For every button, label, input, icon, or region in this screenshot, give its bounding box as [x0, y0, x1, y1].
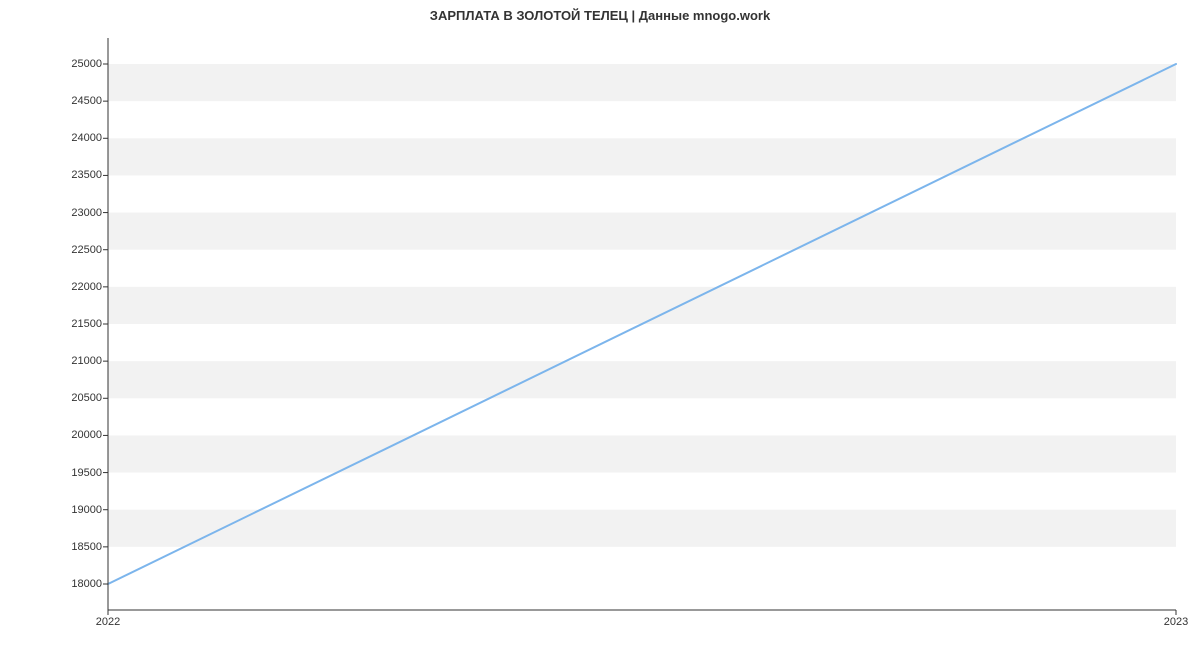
y-tick-label: 20500: [71, 392, 108, 404]
y-tick-label: 24000: [71, 132, 108, 144]
y-tick-label: 18000: [71, 578, 108, 590]
y-tick-label: 25000: [71, 58, 108, 70]
y-tick-label: 18500: [71, 541, 108, 553]
chart-title: ЗАРПЛАТА В ЗОЛОТОЙ ТЕЛЕЦ | Данные mnogo.…: [0, 8, 1200, 23]
salary-line-chart: ЗАРПЛАТА В ЗОЛОТОЙ ТЕЛЕЦ | Данные mnogo.…: [0, 0, 1200, 650]
y-tick-label: 19500: [71, 467, 108, 479]
y-tick-label: 21500: [71, 318, 108, 330]
y-tick-label: 22500: [71, 244, 108, 256]
y-tick-label: 23500: [71, 169, 108, 181]
y-tick-label: 22000: [71, 281, 108, 293]
x-tick-label: 2022: [96, 610, 120, 628]
y-tick-label: 24500: [71, 95, 108, 107]
x-tick-label: 2023: [1164, 610, 1188, 628]
y-tick-label: 20000: [71, 429, 108, 441]
plot-area: 1800018500190001950020000205002100021500…: [108, 38, 1176, 610]
y-tick-label: 23000: [71, 207, 108, 219]
y-tick-label: 21000: [71, 355, 108, 367]
y-tick-label: 19000: [71, 504, 108, 516]
plot-svg: [108, 38, 1176, 610]
